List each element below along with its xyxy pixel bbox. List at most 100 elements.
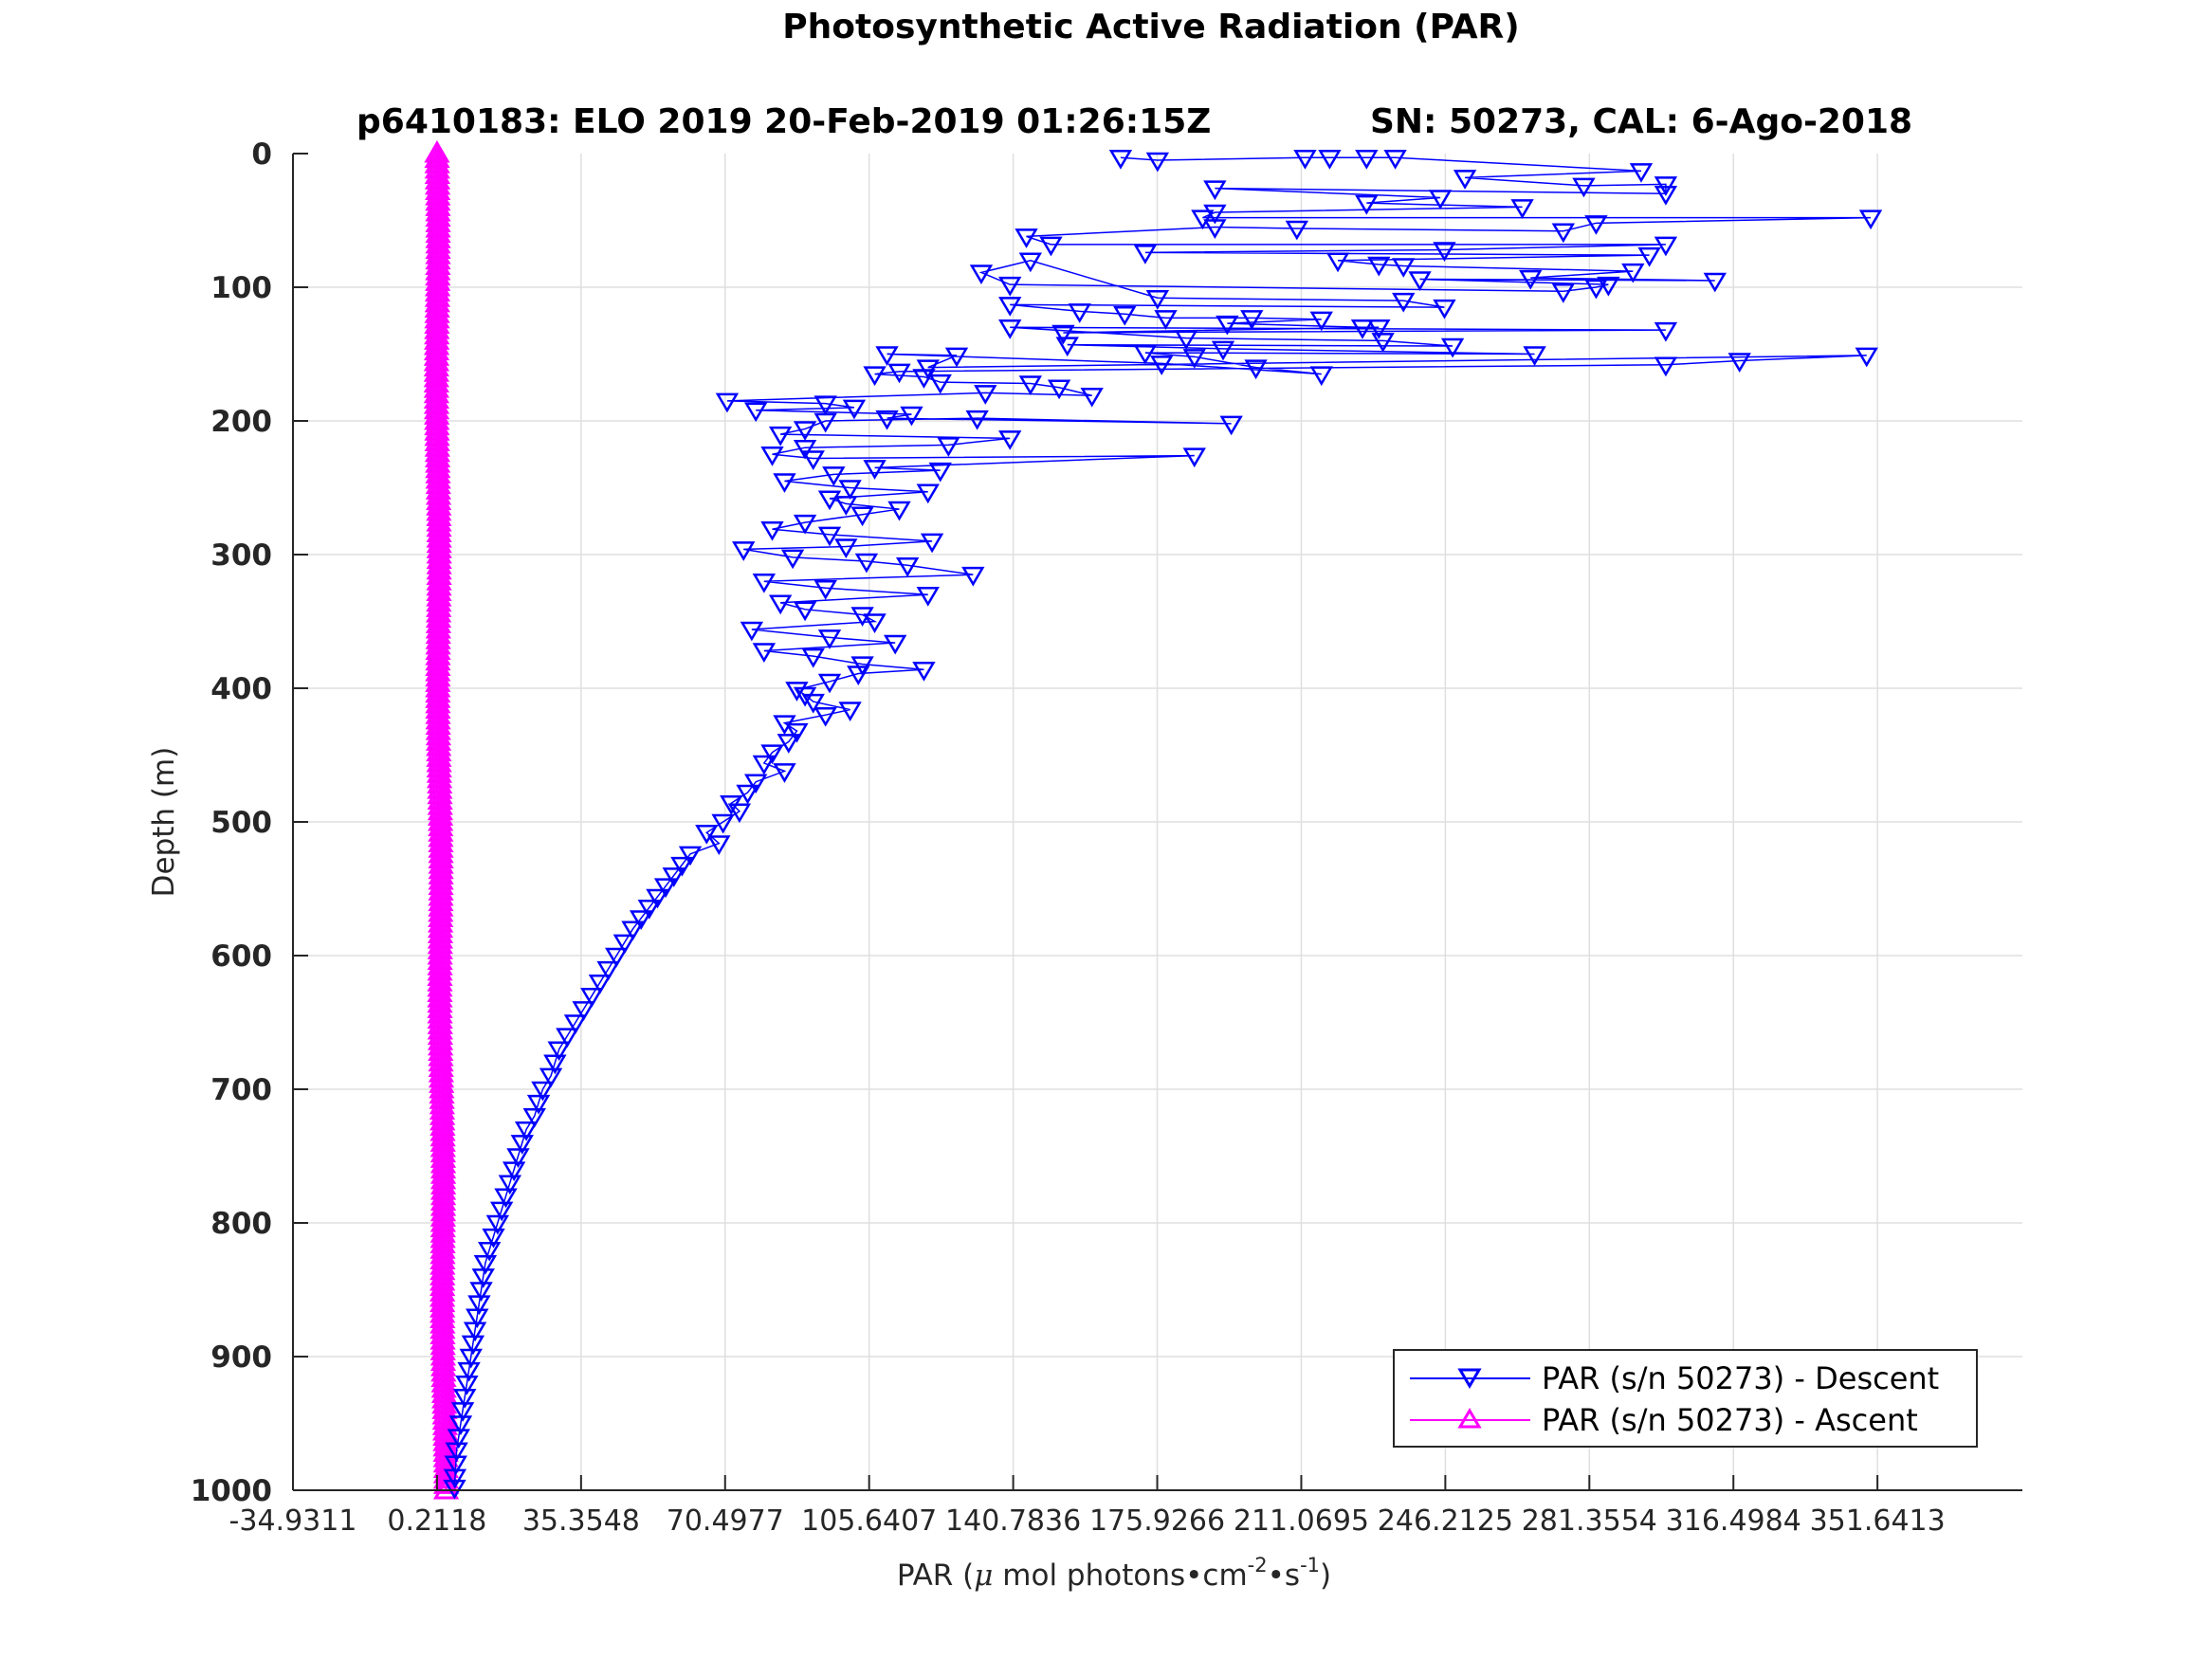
descent-point [455, 1375, 479, 1395]
descent-point [895, 557, 920, 577]
descent-point [863, 460, 887, 480]
ascent-point [432, 1477, 460, 1500]
x-tick-label: 35.3548 [522, 1504, 640, 1538]
descent-point [838, 480, 862, 500]
y-tick-label: 400 [210, 672, 272, 706]
descent-point [740, 621, 764, 642]
descent-point [998, 430, 1022, 450]
descent-point [1051, 324, 1075, 345]
descent-point [793, 421, 817, 441]
descent-point [1149, 356, 1174, 375]
legend-ascent-marker [1457, 1408, 1482, 1429]
descent-point [875, 410, 899, 430]
descent-point [1510, 199, 1534, 219]
descent-point [842, 399, 867, 420]
descent-point [732, 541, 756, 561]
descent-point [1047, 379, 1071, 400]
descent-point [854, 553, 879, 574]
descent-point [1440, 337, 1465, 358]
descent-point [469, 1282, 493, 1302]
legend-descent-marker [1457, 1368, 1482, 1389]
descent-point [801, 693, 825, 714]
descent-point [814, 395, 837, 416]
descent-point [965, 410, 989, 430]
descent-point [969, 264, 994, 284]
descent-point [1145, 152, 1170, 173]
x-tick-label: 316.4984 [1666, 1504, 1801, 1538]
descent-point [937, 437, 960, 457]
descent-point [817, 629, 842, 649]
descent-point [1108, 149, 1133, 170]
descent-point [1433, 242, 1456, 262]
x-tick-label: 175.9266 [1089, 1504, 1225, 1538]
x-tick-label: 211.0695 [1234, 1504, 1369, 1538]
y-tick-label: 200 [210, 405, 272, 439]
descent-point [1055, 337, 1079, 357]
descent-point [998, 319, 1022, 339]
descent-point [444, 1455, 467, 1476]
descent-point [1080, 387, 1104, 408]
descent-point [900, 406, 923, 427]
descent-point [814, 706, 837, 727]
descent-point [467, 1295, 491, 1316]
descent-point [1039, 236, 1063, 257]
descent-point [1728, 353, 1751, 374]
descent-point [447, 1429, 470, 1449]
descent-point [1219, 415, 1243, 436]
descent-point [793, 514, 817, 535]
descent-point [543, 1054, 567, 1075]
descent-point [494, 1188, 518, 1209]
descent-point [814, 580, 837, 600]
descent-point [916, 483, 940, 504]
descent-point [760, 744, 784, 765]
descent-point [1383, 149, 1407, 170]
descent-point [443, 1468, 467, 1489]
descent-point [612, 934, 637, 955]
legend-box [1393, 1349, 1978, 1448]
descent-point [863, 613, 887, 633]
x-tick-label: 0.2118 [387, 1504, 486, 1538]
descent-point [793, 601, 817, 622]
ascent-point [432, 1471, 460, 1494]
descent-point [443, 1479, 466, 1500]
descent-point [1629, 163, 1654, 183]
descent-point [485, 1214, 510, 1235]
descent-point [817, 490, 842, 511]
descent-point [1309, 311, 1333, 332]
descent-point [1318, 149, 1342, 170]
descent-point [531, 1081, 555, 1102]
series-ascent [423, 140, 460, 1500]
descent-point [974, 385, 997, 405]
descent-point [1637, 246, 1661, 267]
descent-point [1584, 279, 1608, 300]
descent-point [1654, 176, 1678, 196]
descent-point [822, 466, 846, 486]
descent-point [801, 647, 825, 668]
descent-point [887, 363, 911, 384]
descent-point [744, 774, 768, 794]
descent-point [572, 1001, 595, 1021]
descent-point [875, 346, 899, 366]
y-tick-label: 900 [210, 1340, 272, 1375]
x-tick-label: 140.7836 [945, 1504, 1081, 1538]
descent-point [1182, 349, 1206, 369]
descent-point [1392, 292, 1416, 313]
descent-point [1018, 375, 1043, 395]
descent-point [563, 1014, 588, 1034]
chart-subtitle-right: SN: 50273, CAL: 6-Ago-2018 [1370, 102, 1912, 141]
descent-point [1293, 149, 1317, 170]
x-tick-label: 105.6407 [801, 1504, 937, 1538]
legend: PAR (s/n 50273) - Descent PAR (s/n 50273… [1393, 1349, 1978, 1448]
y-tick-label: 500 [210, 806, 272, 840]
descent-point [1572, 177, 1596, 198]
series-descent [443, 149, 1883, 1500]
descent-point [1244, 359, 1268, 380]
descent-point [588, 974, 612, 994]
descent-point [928, 462, 952, 483]
descent-point [1015, 228, 1038, 248]
descent-point [1133, 245, 1158, 264]
y-tick-label: 1000 [191, 1474, 272, 1508]
y-tick-label: 700 [210, 1073, 272, 1107]
x-tick-label: 351.6413 [1810, 1504, 1946, 1538]
descent-point [1453, 170, 1477, 190]
